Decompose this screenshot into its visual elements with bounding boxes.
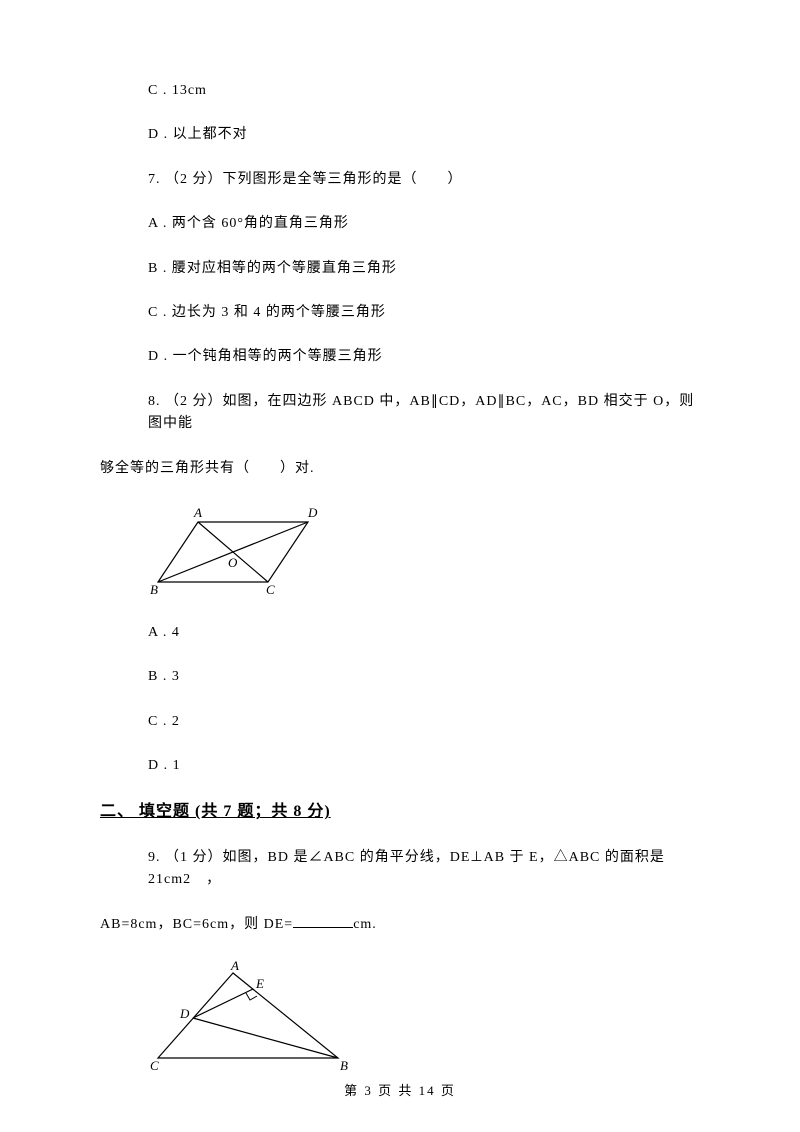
label-b: B [150, 582, 158, 597]
q9-stem2-post: cm. [353, 917, 377, 932]
q6-option-d: D . 以上都不对 [100, 124, 700, 146]
diagonal-bd [158, 522, 308, 582]
q9-stem-line2: AB=8cm，BC=6cm，则 DE= cm. [100, 914, 700, 936]
line-de [193, 989, 253, 1018]
q7-stem: 7. （2 分）下列图形是全等三角形的是（ ） [100, 169, 700, 191]
label-c: C [266, 582, 275, 597]
q7-option-b: B . 腰对应相等的两个等腰直角三角形 [100, 258, 700, 280]
right-angle-mark [246, 993, 257, 1000]
q9-stem2-pre: AB=8cm，BC=6cm，则 DE= [100, 917, 293, 932]
q8-option-d: D . 1 [100, 755, 700, 777]
q9-diagram: A E D C B [148, 958, 700, 1078]
label-d: D [307, 505, 318, 520]
label-e: E [255, 976, 264, 991]
label-d: D [179, 1006, 190, 1021]
q8-stem-line1: 8. （2 分）如图，在四边形 ABCD 中，AB∥CD，AD∥BC，AC，BD… [100, 391, 700, 436]
label-o: O [228, 555, 238, 570]
q8-option-a: A . 4 [100, 622, 700, 644]
label-a: A [193, 505, 202, 520]
q9-stem-line1: 9. （1 分）如图，BD 是∠ABC 的角平分线，DE⊥AB 于 E，△ABC… [100, 847, 700, 892]
q7-option-a: A . 两个含 60°角的直角三角形 [100, 213, 700, 235]
page-footer: 第 3 页 共 14 页 [0, 1081, 800, 1102]
q9-blank[interactable] [293, 914, 353, 928]
q8-diagram: A D B C O [148, 502, 700, 602]
line-bd [193, 1018, 338, 1058]
label-c: C [150, 1058, 159, 1073]
q7-option-c: C . 边长为 3 和 4 的两个等腰三角形 [100, 302, 700, 324]
q8-option-c: C . 2 [100, 711, 700, 733]
label-a: A [230, 958, 239, 973]
section-2-header: 二、 填空题 (共 7 题；共 8 分) [100, 799, 700, 825]
label-b: B [340, 1058, 348, 1073]
q7-option-d: D . 一个钝角相等的两个等腰三角形 [100, 346, 700, 368]
q8-option-b: B . 3 [100, 666, 700, 688]
q6-option-c: C . 13cm [100, 80, 700, 102]
q8-stem-line2: 够全等的三角形共有（ ）对. [100, 458, 700, 480]
